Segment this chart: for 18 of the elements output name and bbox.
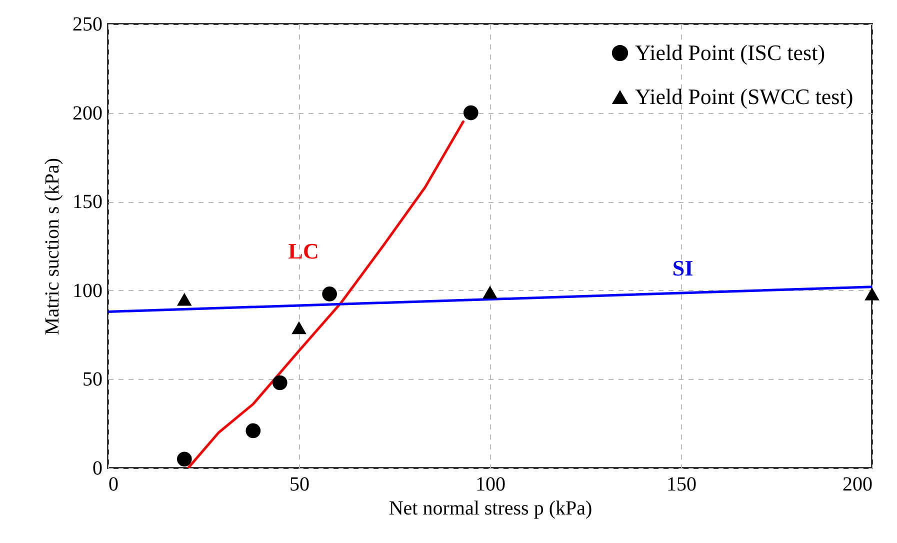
x-tick-label: 150 xyxy=(666,474,696,496)
y-tick-label: 250 xyxy=(72,14,102,36)
line-series xyxy=(186,120,465,468)
x-tick-label: 50 xyxy=(290,474,310,496)
y-tick-label: 50 xyxy=(82,368,102,391)
legend-label: Yield Point (ISC test) xyxy=(635,40,826,65)
x-tick-label: 100 xyxy=(476,474,506,496)
y-tick-label: 0 xyxy=(92,458,102,480)
y-tick-label: 150 xyxy=(72,191,102,214)
x-tick-label: 200 xyxy=(842,474,872,496)
x-tick-label: 0 xyxy=(108,474,118,496)
x-axis-title: Net normal stress p (kPa) xyxy=(388,498,592,520)
y-tick-label: 100 xyxy=(72,280,102,302)
y-tick-label: 200 xyxy=(72,102,102,124)
series-label: SI xyxy=(672,255,694,280)
series-label: LC xyxy=(288,238,319,264)
y-axis-title: Matric suction s (kPa) xyxy=(42,158,64,336)
legend-label: Yield Point (SWCC test) xyxy=(635,84,854,109)
